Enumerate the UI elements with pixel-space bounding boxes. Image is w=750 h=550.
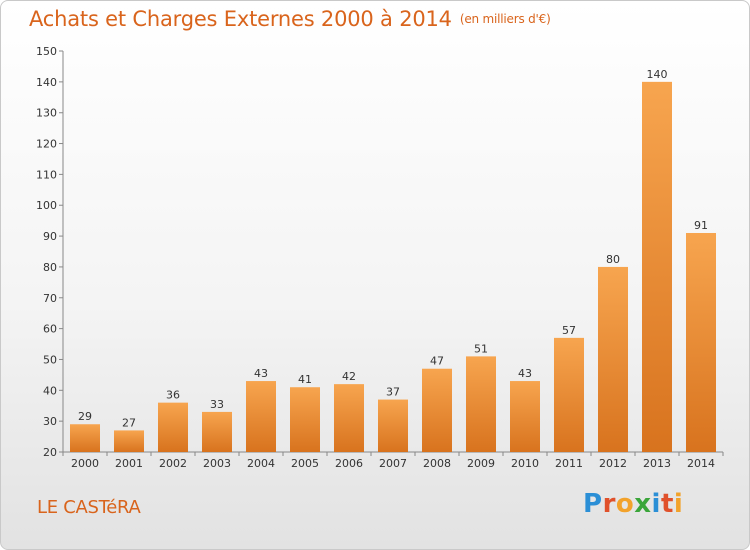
x-tick-label: 2000 bbox=[71, 457, 99, 470]
logo-letter: t bbox=[660, 489, 674, 519]
bar-value-label: 36 bbox=[166, 389, 180, 402]
y-tick-label: 120 bbox=[36, 138, 57, 151]
commune-name: LE CASTéRA bbox=[37, 497, 141, 518]
logo-letter: x bbox=[634, 489, 652, 519]
chart-bars: 29 27 36 33 43 41 42 37 47 51 43 57 80 140 91 bbox=[70, 68, 716, 452]
y-tick-label: 20 bbox=[43, 446, 57, 459]
y-tick-label: 100 bbox=[36, 199, 57, 212]
y-tick-label: 110 bbox=[36, 168, 57, 181]
logo-letter: i bbox=[673, 489, 684, 519]
bar bbox=[466, 356, 496, 452]
logo-letter: o bbox=[615, 489, 635, 519]
bar-value-label: 29 bbox=[78, 410, 92, 423]
bar bbox=[114, 430, 144, 452]
y-tick-label: 140 bbox=[36, 76, 57, 89]
x-tick-label: 2011 bbox=[555, 457, 583, 470]
title-unit: (en milliers d'€) bbox=[459, 12, 551, 26]
x-tick-label: 2007 bbox=[379, 457, 407, 470]
bar bbox=[378, 399, 408, 452]
bar bbox=[554, 337, 584, 452]
x-tick-label: 2004 bbox=[247, 457, 275, 470]
y-tick-label: 50 bbox=[43, 353, 57, 366]
logo-letter: r bbox=[602, 489, 616, 519]
bar bbox=[70, 424, 100, 452]
bar-value-label: 80 bbox=[606, 253, 620, 266]
bar bbox=[422, 368, 452, 452]
y-tick-label: 30 bbox=[43, 415, 57, 428]
bar-value-label: 47 bbox=[430, 355, 444, 368]
bar-value-label: 27 bbox=[122, 416, 136, 429]
x-tick-label: 2006 bbox=[335, 457, 363, 470]
bar-value-label: 37 bbox=[386, 386, 400, 399]
title-text: Achats et Charges Externes 2000 à 2014 bbox=[29, 7, 452, 31]
y-tick-label: 90 bbox=[43, 230, 57, 243]
x-tick-label: 2005 bbox=[291, 457, 319, 470]
y-tick-label: 40 bbox=[43, 384, 57, 397]
bar-value-label: 43 bbox=[518, 367, 532, 380]
x-tick-label: 2014 bbox=[687, 457, 715, 470]
bar bbox=[686, 232, 716, 452]
x-tick-label: 2001 bbox=[115, 457, 143, 470]
y-tick-label: 70 bbox=[43, 292, 57, 305]
bar bbox=[158, 402, 188, 452]
bar bbox=[642, 81, 672, 452]
bar-value-label: 42 bbox=[342, 370, 356, 383]
chart-axes: 20 30 40 50 60 70 80 90 100 110 120 130 140 150 2000 20… bbox=[36, 45, 724, 470]
bar bbox=[246, 381, 276, 452]
bar-value-label: 33 bbox=[210, 398, 224, 411]
logo-letter: i bbox=[651, 489, 661, 519]
x-tick-label: 2002 bbox=[159, 457, 187, 470]
bar-value-label: 41 bbox=[298, 373, 312, 386]
y-tick-label: 80 bbox=[43, 261, 57, 274]
logo-letter: P bbox=[583, 489, 603, 519]
x-tick-label: 2012 bbox=[599, 457, 627, 470]
y-tick-label: 150 bbox=[36, 45, 57, 58]
bar-value-label: 43 bbox=[254, 367, 268, 380]
bar-value-label: 57 bbox=[562, 324, 576, 337]
bar bbox=[290, 387, 320, 452]
x-tick-label: 2010 bbox=[511, 457, 539, 470]
x-tick-label: 2003 bbox=[203, 457, 231, 470]
bar-value-label: 91 bbox=[694, 219, 708, 232]
chart-title: Achats et Charges Externes 2000 à 2014 (e… bbox=[29, 7, 551, 31]
bar-value-label: 140 bbox=[647, 68, 668, 81]
proxiti-logo[interactable]: Proxiti bbox=[583, 489, 683, 519]
bar-value-label: 51 bbox=[474, 342, 488, 355]
bar bbox=[334, 384, 364, 452]
bar bbox=[598, 266, 628, 452]
y-tick-label: 130 bbox=[36, 107, 57, 120]
bar bbox=[510, 381, 540, 452]
x-tick-label: 2013 bbox=[643, 457, 671, 470]
bar bbox=[202, 411, 232, 452]
y-tick-label: 60 bbox=[43, 323, 57, 336]
x-tick-label: 2009 bbox=[467, 457, 495, 470]
x-tick-label: 2008 bbox=[423, 457, 451, 470]
